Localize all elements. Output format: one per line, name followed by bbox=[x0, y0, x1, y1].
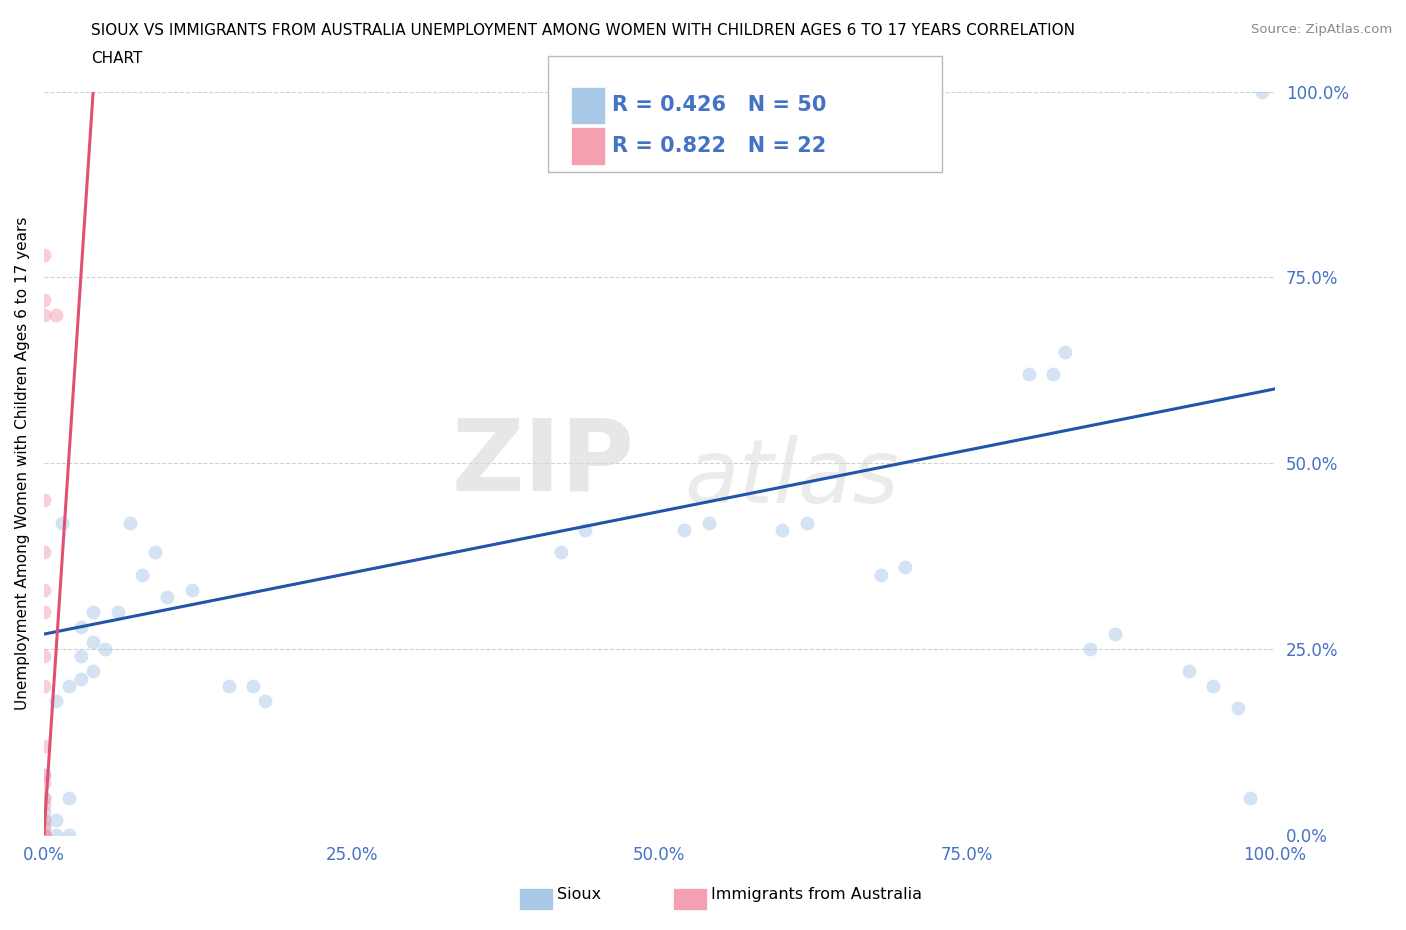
Point bbox=[32, 820, 55, 835]
Point bbox=[32, 292, 55, 307]
Point bbox=[32, 604, 55, 619]
Point bbox=[796, 515, 818, 530]
Point bbox=[32, 798, 55, 813]
Point bbox=[32, 828, 55, 843]
Point bbox=[32, 790, 55, 805]
Point bbox=[32, 828, 55, 843]
Point bbox=[550, 545, 572, 560]
Point bbox=[45, 813, 67, 828]
Text: R = 0.822   N = 22: R = 0.822 N = 22 bbox=[612, 136, 825, 156]
Point bbox=[69, 671, 91, 686]
Point bbox=[143, 545, 166, 560]
Point bbox=[32, 805, 55, 820]
Text: ZIP: ZIP bbox=[451, 415, 634, 512]
Point bbox=[32, 679, 55, 694]
Point bbox=[32, 649, 55, 664]
Point bbox=[1078, 642, 1101, 657]
Point bbox=[32, 493, 55, 508]
Point bbox=[574, 523, 596, 538]
Point bbox=[118, 515, 141, 530]
Point bbox=[82, 634, 104, 649]
Point bbox=[32, 828, 55, 843]
Point bbox=[218, 679, 240, 694]
Point bbox=[32, 813, 55, 828]
Point bbox=[770, 523, 793, 538]
Text: atlas: atlas bbox=[683, 435, 898, 521]
Point bbox=[869, 567, 891, 582]
Text: CHART: CHART bbox=[91, 51, 143, 66]
Point bbox=[672, 523, 695, 538]
Point bbox=[58, 828, 80, 843]
Point bbox=[1239, 790, 1261, 805]
Text: Immigrants from Australia: Immigrants from Australia bbox=[711, 887, 922, 902]
Point bbox=[32, 247, 55, 262]
Point bbox=[32, 828, 55, 843]
Point bbox=[32, 828, 55, 843]
Point bbox=[32, 738, 55, 753]
Y-axis label: Unemployment Among Women with Children Ages 6 to 17 years: Unemployment Among Women with Children A… bbox=[15, 217, 30, 710]
Text: SIOUX VS IMMIGRANTS FROM AUSTRALIA UNEMPLOYMENT AMONG WOMEN WITH CHILDREN AGES 6: SIOUX VS IMMIGRANTS FROM AUSTRALIA UNEMP… bbox=[91, 23, 1076, 38]
Point bbox=[156, 590, 179, 604]
Point bbox=[69, 619, 91, 634]
Point bbox=[1202, 679, 1225, 694]
Point bbox=[107, 604, 129, 619]
Point bbox=[1054, 344, 1077, 359]
Point bbox=[69, 649, 91, 664]
Point bbox=[1226, 701, 1249, 716]
Point bbox=[32, 828, 55, 843]
Point bbox=[1018, 366, 1040, 381]
Point bbox=[1042, 366, 1064, 381]
Point bbox=[32, 776, 55, 790]
Point bbox=[32, 545, 55, 560]
Point bbox=[58, 790, 80, 805]
Point bbox=[94, 642, 117, 657]
Point bbox=[32, 768, 55, 783]
Text: R = 0.426   N = 50: R = 0.426 N = 50 bbox=[612, 96, 825, 115]
Point bbox=[180, 582, 202, 597]
Point bbox=[32, 828, 55, 843]
Point bbox=[894, 560, 917, 575]
Point bbox=[32, 307, 55, 322]
Text: Source: ZipAtlas.com: Source: ZipAtlas.com bbox=[1251, 23, 1392, 36]
Point bbox=[51, 515, 73, 530]
Point bbox=[32, 820, 55, 835]
Point bbox=[32, 828, 55, 843]
Point bbox=[1251, 85, 1274, 100]
Point bbox=[82, 604, 104, 619]
Point bbox=[45, 307, 67, 322]
Point bbox=[1104, 627, 1126, 642]
Point bbox=[131, 567, 153, 582]
Point bbox=[32, 790, 55, 805]
Point bbox=[45, 828, 67, 843]
Point bbox=[58, 679, 80, 694]
Point bbox=[242, 679, 264, 694]
Point bbox=[45, 694, 67, 709]
Point bbox=[254, 694, 277, 709]
Text: Sioux: Sioux bbox=[557, 887, 600, 902]
Point bbox=[82, 664, 104, 679]
Point bbox=[32, 582, 55, 597]
Point bbox=[697, 515, 720, 530]
Point bbox=[32, 768, 55, 783]
Point bbox=[32, 828, 55, 843]
Point bbox=[1177, 664, 1199, 679]
Point bbox=[32, 813, 55, 828]
